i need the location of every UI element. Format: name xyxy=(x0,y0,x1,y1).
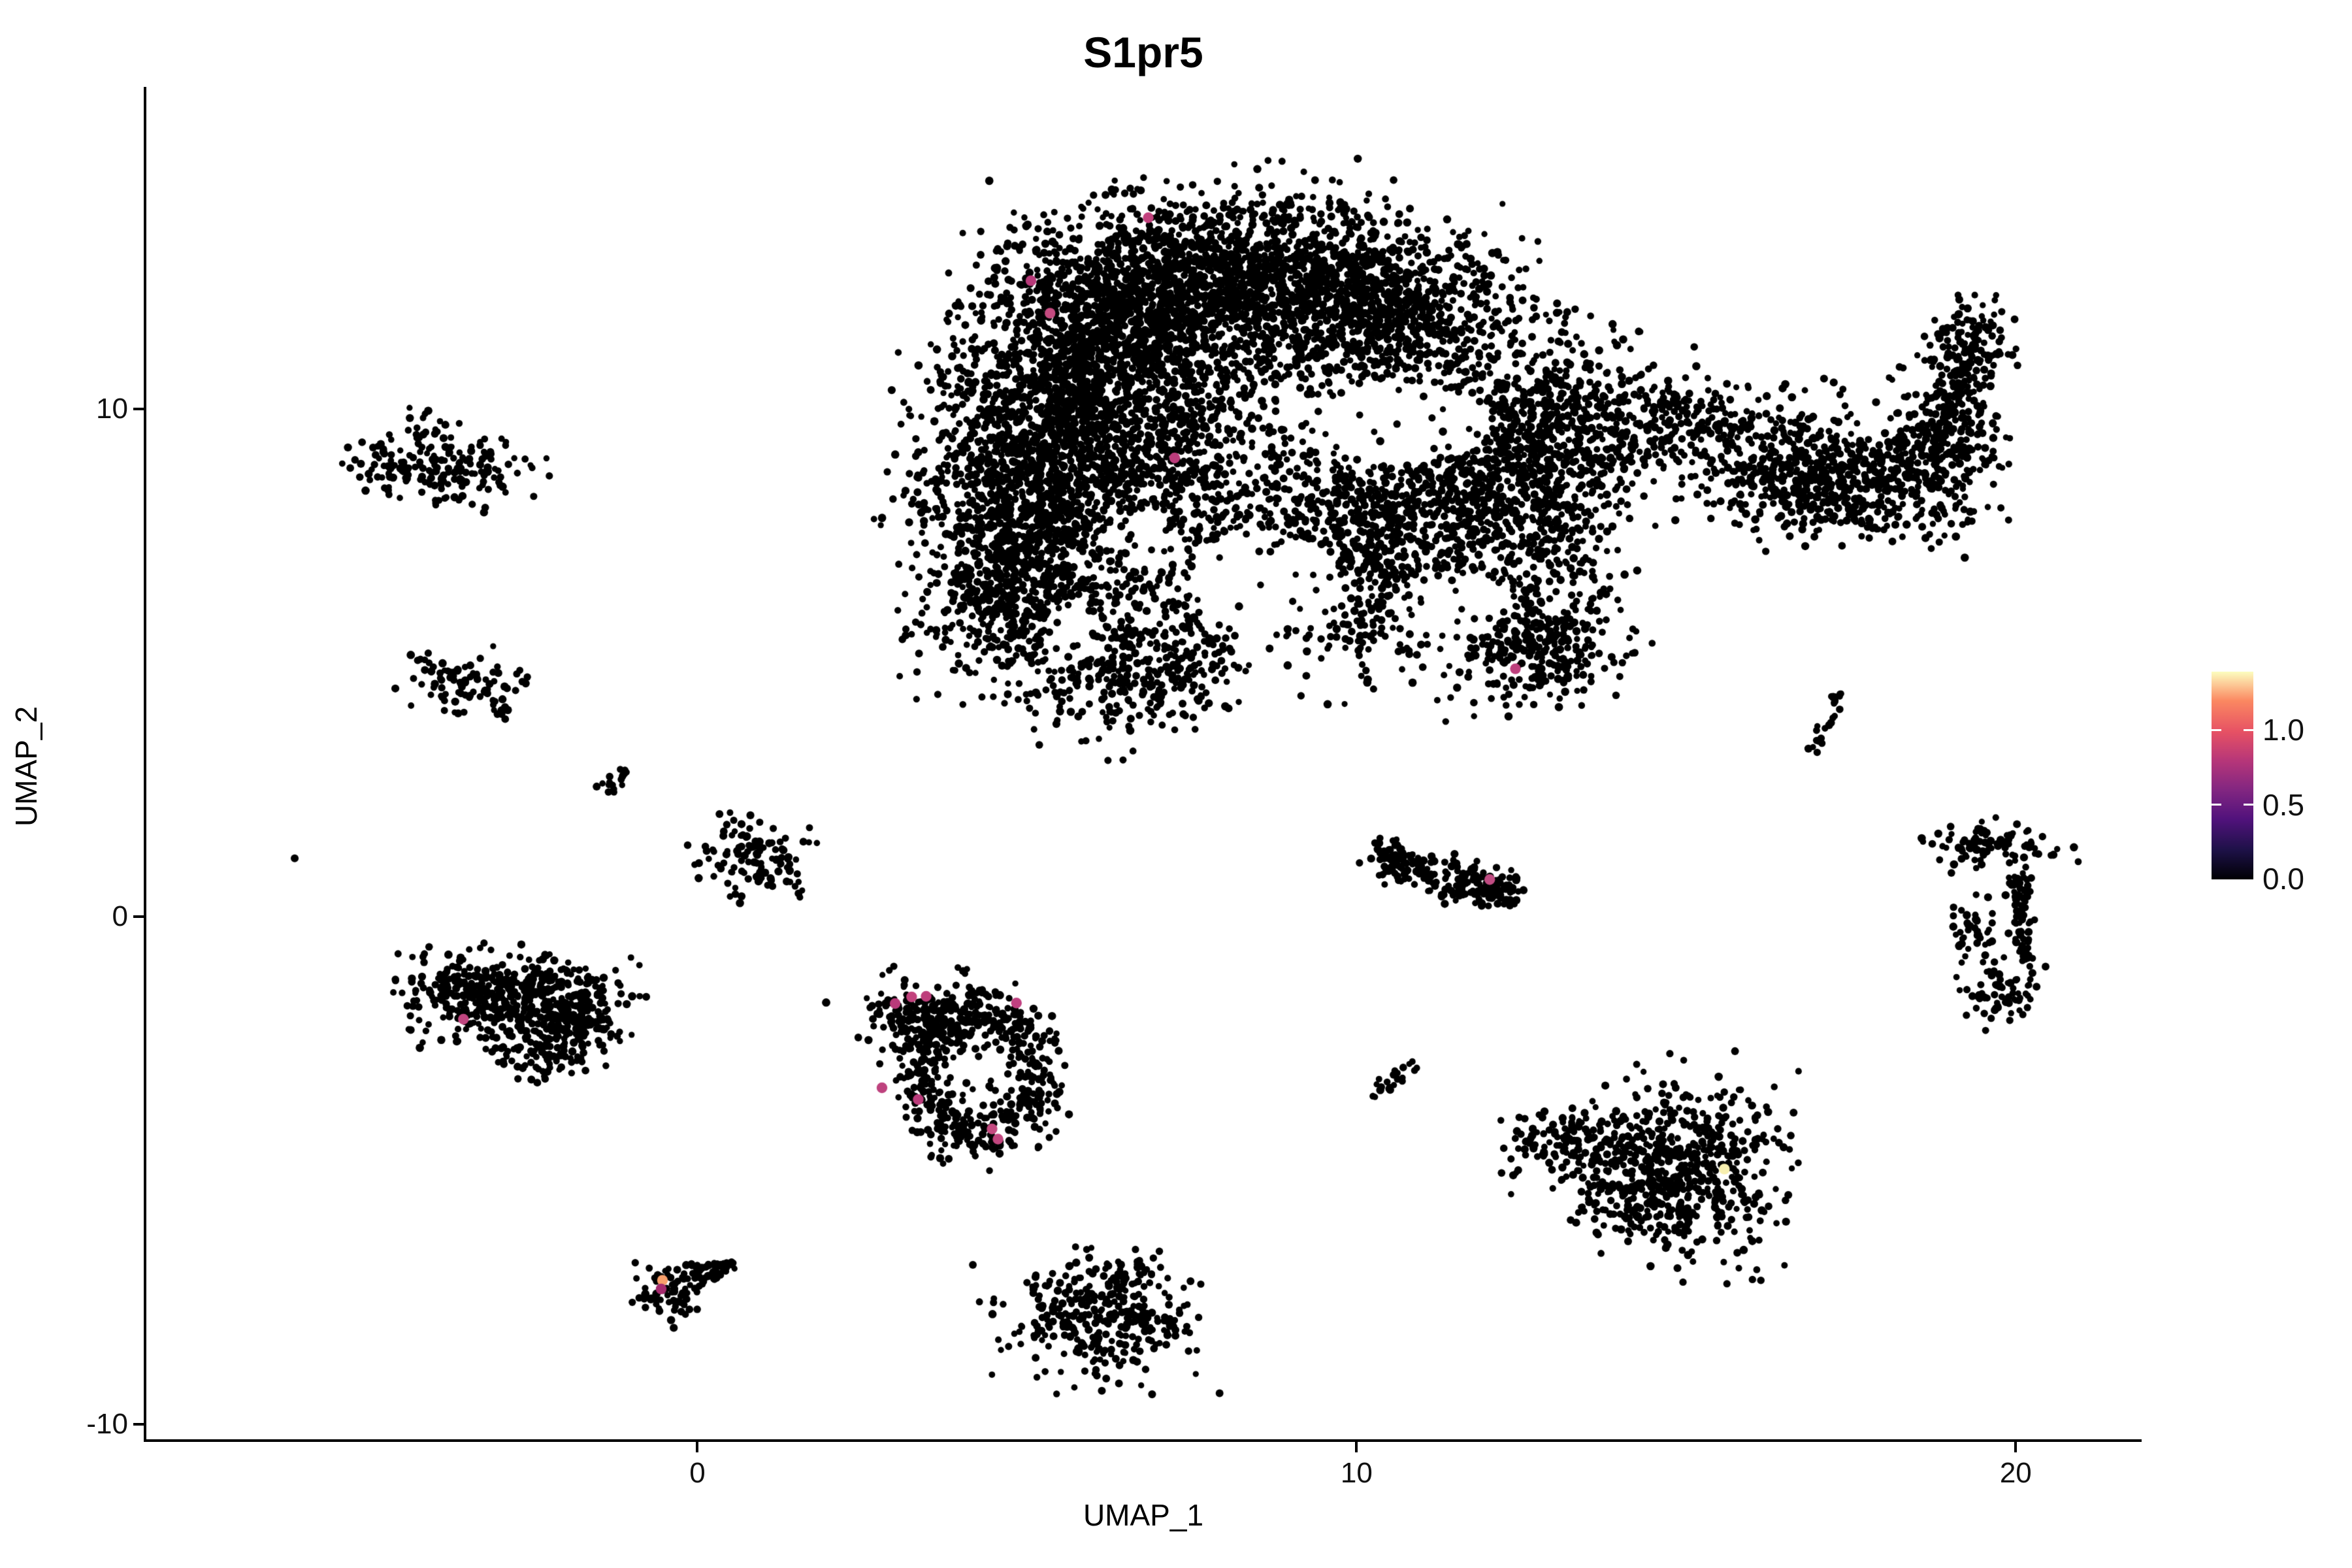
colorbar-tick-right xyxy=(2244,728,2253,731)
colorbar-tick-label: 1.0 xyxy=(2262,713,2304,747)
x-tick-label: 10 xyxy=(1340,1457,1373,1489)
y-tick-mark xyxy=(133,915,144,918)
y-tick-mark xyxy=(133,407,144,410)
colorbar-tick-right xyxy=(2244,804,2253,806)
y-tick-mark xyxy=(133,1423,144,1426)
x-tick-mark xyxy=(2014,1442,2017,1452)
y-axis-title: UMAP_2 xyxy=(9,706,43,827)
colorbar-tick-left xyxy=(2212,728,2221,731)
y-axis-line xyxy=(144,87,146,1442)
plot-title: S1pr5 xyxy=(1083,28,1203,76)
colorbar-tick-label: 0.5 xyxy=(2262,787,2304,822)
x-tick-mark xyxy=(1355,1442,1358,1452)
x-axis-line xyxy=(144,1439,2142,1442)
y-tick-label: 0 xyxy=(112,900,128,932)
x-tick-label: 20 xyxy=(1999,1457,2032,1489)
colorbar-tick-label: 0.0 xyxy=(2262,862,2304,896)
colorbar-tick-left xyxy=(2212,804,2221,806)
x-tick-mark xyxy=(696,1442,699,1452)
y-tick-label: 10 xyxy=(96,392,128,425)
y-tick-label: -10 xyxy=(86,1408,128,1441)
x-axis-title: UMAP_1 xyxy=(1083,1498,1204,1532)
x-tick-label: 0 xyxy=(689,1457,706,1489)
colorbar-gradient xyxy=(2212,672,2253,879)
